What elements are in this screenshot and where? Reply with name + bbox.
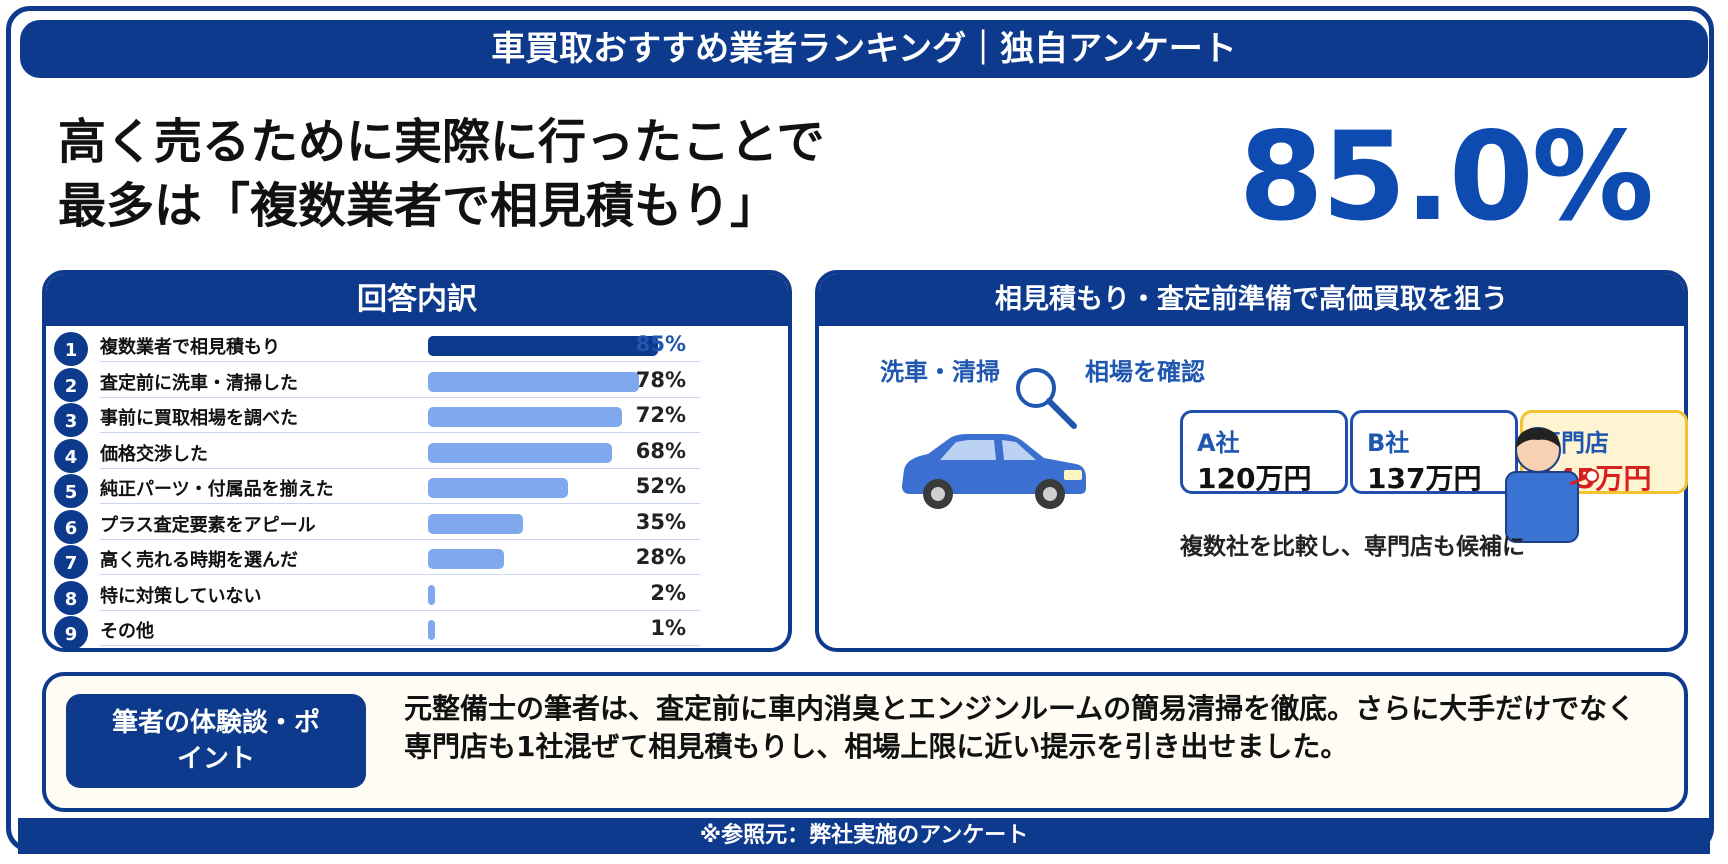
- quote-card-b: B社 137万円: [1350, 410, 1518, 495]
- value-label: 52%: [635, 474, 686, 498]
- quote-name: B社: [1367, 429, 1410, 457]
- bar: [428, 513, 523, 534]
- quote-price: 120万円: [1197, 462, 1312, 495]
- value-label: 1%: [650, 616, 686, 640]
- rank-number: 3: [54, 403, 88, 437]
- bar: [428, 336, 658, 356]
- bar: [428, 371, 639, 392]
- row-divider: [100, 396, 700, 398]
- rank-number: 1: [54, 332, 88, 366]
- headline-line-2: 最多は「複数業者で相見積もり」: [58, 178, 779, 234]
- category-label: 価格交渉した: [100, 443, 208, 465]
- row-divider: [100, 432, 700, 433]
- row-divider: [100, 609, 700, 611]
- value-label: 68%: [635, 438, 686, 463]
- magnifier-icon: [1016, 368, 1077, 429]
- category-label: 事前に買取相場を調べた: [100, 408, 298, 429]
- value-label: 72%: [635, 403, 686, 427]
- bar: [428, 620, 435, 640]
- rank-number: 8: [54, 580, 88, 615]
- rank-number: 2: [54, 367, 88, 402]
- rank-number: 5: [54, 474, 88, 508]
- headline-percentage: 85.0%: [1238, 106, 1654, 248]
- quote-card-a: A社 120万円: [1180, 410, 1348, 495]
- value-label: 2%: [650, 580, 686, 605]
- value-label: 78%: [635, 367, 686, 392]
- row-divider: [100, 467, 700, 469]
- bar: [428, 442, 612, 463]
- headline-line-1: 高く売るために実際に行ったことで: [58, 114, 825, 170]
- rank-number: 4: [54, 438, 88, 473]
- car-icon: [902, 434, 1086, 509]
- value-label: 85%: [635, 332, 686, 356]
- compare-note: 複数社を比較し、専門店も候補に: [1180, 534, 1525, 560]
- chart-title: 回答内訳: [46, 274, 788, 326]
- experience-badge-label: 筆者の体験談・ポイント: [111, 708, 320, 774]
- row-divider: [100, 361, 700, 362]
- row-divider: [100, 538, 700, 540]
- value-label: 35%: [635, 509, 686, 534]
- category-label: 複数業者で相見積もり: [100, 337, 280, 358]
- market-label: 相場を確認: [1085, 358, 1205, 386]
- quote-name: A社: [1197, 429, 1240, 457]
- answer-breakdown-panel: 回答内訳 1 複数業者で相見積もり 85% 2 査定前に洗車・清掃した 78% 3 事前に買取…: [42, 270, 792, 652]
- value-label: 28%: [635, 545, 686, 569]
- category-label: その他: [100, 621, 154, 642]
- quote-price: 137万円: [1367, 462, 1482, 495]
- bar: [428, 407, 623, 427]
- category-label: 高く売れる時期を選んだ: [100, 550, 298, 571]
- category-label: 純正パーツ・付属品を揃えた: [100, 479, 334, 500]
- rank-number: 7: [54, 545, 88, 579]
- bar: [428, 584, 435, 605]
- bar: [428, 478, 569, 498]
- rank-number: 9: [54, 616, 88, 648]
- category-label: 査定前に洗車・清掃した: [100, 372, 298, 394]
- row-divider: [100, 574, 700, 575]
- category-label: プラス査定要素をアピール: [100, 514, 316, 536]
- experience-text: 元整備士の筆者は、査定前に車内消臭とエンジンルームの簡易清掃を徹底。さらに大手だ…: [404, 692, 1636, 763]
- wash-label: 洗車・清掃: [880, 358, 1000, 386]
- bar: [428, 549, 504, 569]
- rank-number: 6: [54, 509, 88, 544]
- person-icon: [1505, 427, 1599, 543]
- strategy-panel-title: 相見積もり・査定前準備で高価買取を狙う: [819, 274, 1684, 326]
- category-label: 特に対策していない: [100, 585, 262, 607]
- row-divider: [100, 503, 700, 504]
- headline: 高く売るために実際に行ったことで 最多は「複数業者で相見積もり」: [58, 110, 825, 238]
- experience-badge: 筆者の体験談・ポイント: [66, 694, 366, 788]
- header-title: 車買取おすすめ業者ランキング｜独自アンケート: [20, 20, 1708, 78]
- source-footer: ※参照元：弊社実施のアンケート: [18, 818, 1710, 854]
- row-divider: [100, 645, 700, 646]
